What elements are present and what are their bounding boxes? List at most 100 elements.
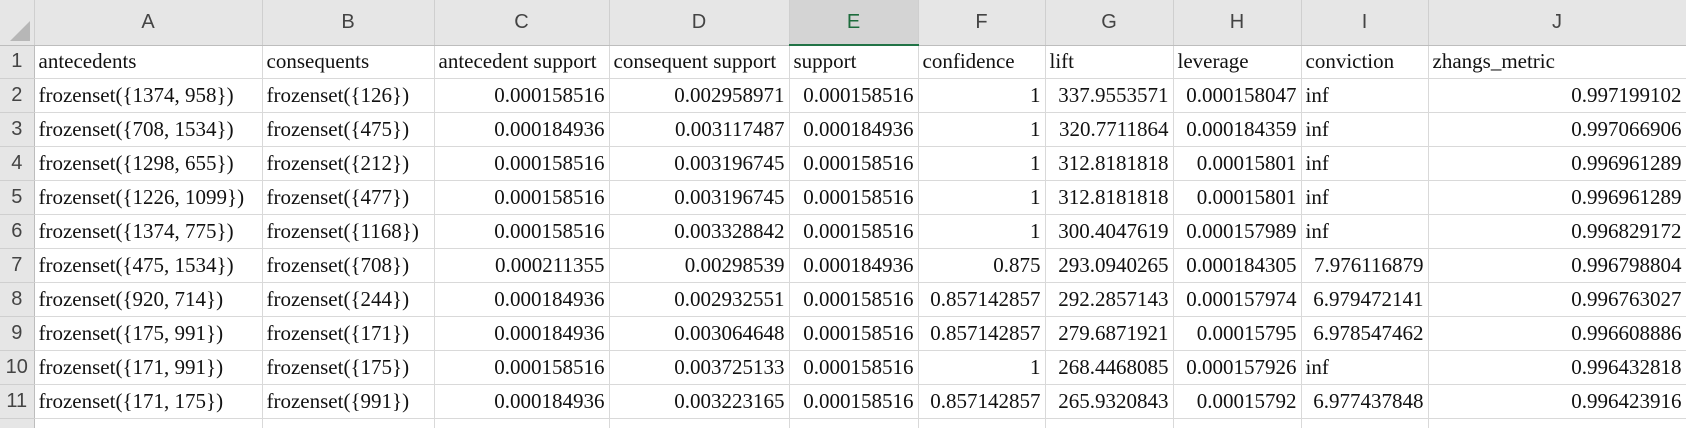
cell-d9[interactable]: 0.003064648 xyxy=(609,316,790,351)
cell-c8[interactable]: 0.000184936 xyxy=(434,282,610,317)
cell-f10[interactable]: 1 xyxy=(918,350,1046,385)
cell-d1[interactable]: consequent support xyxy=(609,45,790,79)
cell-c4[interactable]: 0.000158516 xyxy=(434,146,610,181)
cell-fblank[interactable] xyxy=(918,418,1046,428)
cell-e3[interactable]: 0.000184936 xyxy=(789,112,919,147)
cell-d4[interactable]: 0.003196745 xyxy=(609,146,790,181)
cell-d10[interactable]: 0.003725133 xyxy=(609,350,790,385)
cell-g6[interactable]: 300.4047619 xyxy=(1045,214,1174,249)
cell-i6[interactable]: inf xyxy=(1301,214,1429,249)
cell-a4[interactable]: frozenset({1298, 655}) xyxy=(34,146,263,181)
cell-g3[interactable]: 320.7711864 xyxy=(1045,112,1174,147)
cell-a2[interactable]: frozenset({1374, 958}) xyxy=(34,78,263,113)
cell-i4[interactable]: inf xyxy=(1301,146,1429,181)
cell-a5[interactable]: frozenset({1226, 1099}) xyxy=(34,180,263,215)
cell-e2[interactable]: 0.000158516 xyxy=(789,78,919,113)
row-header[interactable]: 3 xyxy=(0,112,35,147)
cell-j7[interactable]: 0.996798804 xyxy=(1428,248,1686,283)
cell-f1[interactable]: confidence xyxy=(918,45,1046,79)
cell-e6[interactable]: 0.000158516 xyxy=(789,214,919,249)
cell-h8[interactable]: 0.000157974 xyxy=(1173,282,1302,317)
cell-j9[interactable]: 0.996608886 xyxy=(1428,316,1686,351)
cell-i11[interactable]: 6.977437848 xyxy=(1301,384,1429,419)
row-header[interactable]: 6 xyxy=(0,214,35,249)
column-header-g[interactable]: G xyxy=(1045,0,1174,46)
cell-d7[interactable]: 0.00298539 xyxy=(609,248,790,283)
cell-f3[interactable]: 1 xyxy=(918,112,1046,147)
column-header-a[interactable]: A xyxy=(34,0,263,46)
row-header[interactable]: 9 xyxy=(0,316,35,351)
row-header[interactable]: 7 xyxy=(0,248,35,283)
cell-g11[interactable]: 265.9320843 xyxy=(1045,384,1174,419)
column-header-e[interactable]: E xyxy=(789,0,919,46)
cell-c5[interactable]: 0.000158516 xyxy=(434,180,610,215)
cell-d3[interactable]: 0.003117487 xyxy=(609,112,790,147)
row-header[interactable]: 10 xyxy=(0,350,35,385)
cell-f4[interactable]: 1 xyxy=(918,146,1046,181)
cell-f6[interactable]: 1 xyxy=(918,214,1046,249)
cell-bblank[interactable] xyxy=(262,418,435,428)
select-all-corner[interactable] xyxy=(0,0,35,46)
cell-j3[interactable]: 0.997066906 xyxy=(1428,112,1686,147)
cell-f5[interactable]: 1 xyxy=(918,180,1046,215)
cell-a9[interactable]: frozenset({175, 991}) xyxy=(34,316,263,351)
cell-a1[interactable]: antecedents xyxy=(34,45,263,79)
cell-g9[interactable]: 279.6871921 xyxy=(1045,316,1174,351)
cell-iblank[interactable] xyxy=(1301,418,1429,428)
cell-h10[interactable]: 0.000157926 xyxy=(1173,350,1302,385)
column-header-j[interactable]: J xyxy=(1428,0,1686,46)
cell-b4[interactable]: frozenset({212}) xyxy=(262,146,435,181)
cell-j10[interactable]: 0.996432818 xyxy=(1428,350,1686,385)
row-header[interactable]: 2 xyxy=(0,78,35,113)
row-header[interactable]: 4 xyxy=(0,146,35,181)
cell-b5[interactable]: frozenset({477}) xyxy=(262,180,435,215)
cell-j11[interactable]: 0.996423916 xyxy=(1428,384,1686,419)
cell-i1[interactable]: conviction xyxy=(1301,45,1429,79)
row-header[interactable]: 8 xyxy=(0,282,35,317)
cell-b11[interactable]: frozenset({991}) xyxy=(262,384,435,419)
cell-b1[interactable]: consequents xyxy=(262,45,435,79)
cell-h7[interactable]: 0.000184305 xyxy=(1173,248,1302,283)
cell-i5[interactable]: inf xyxy=(1301,180,1429,215)
cell-e5[interactable]: 0.000158516 xyxy=(789,180,919,215)
cell-j6[interactable]: 0.996829172 xyxy=(1428,214,1686,249)
cell-g5[interactable]: 312.8181818 xyxy=(1045,180,1174,215)
cell-c3[interactable]: 0.000184936 xyxy=(434,112,610,147)
cell-b9[interactable]: frozenset({171}) xyxy=(262,316,435,351)
cell-i9[interactable]: 6.978547462 xyxy=(1301,316,1429,351)
column-header-h[interactable]: H xyxy=(1173,0,1302,46)
cell-f7[interactable]: 0.875 xyxy=(918,248,1046,283)
cell-f9[interactable]: 0.857142857 xyxy=(918,316,1046,351)
cell-h9[interactable]: 0.00015795 xyxy=(1173,316,1302,351)
cell-f8[interactable]: 0.857142857 xyxy=(918,282,1046,317)
cell-f11[interactable]: 0.857142857 xyxy=(918,384,1046,419)
cell-j2[interactable]: 0.997199102 xyxy=(1428,78,1686,113)
cell-c9[interactable]: 0.000184936 xyxy=(434,316,610,351)
cell-h4[interactable]: 0.00015801 xyxy=(1173,146,1302,181)
cell-d11[interactable]: 0.003223165 xyxy=(609,384,790,419)
cell-a6[interactable]: frozenset({1374, 775}) xyxy=(34,214,263,249)
cell-e8[interactable]: 0.000158516 xyxy=(789,282,919,317)
row-header[interactable]: 1 xyxy=(0,45,35,79)
column-header-d[interactable]: D xyxy=(609,0,790,46)
row-header[interactable]: 11 xyxy=(0,384,35,419)
cell-f2[interactable]: 1 xyxy=(918,78,1046,113)
cell-c2[interactable]: 0.000158516 xyxy=(434,78,610,113)
cell-dblank[interactable] xyxy=(609,418,790,428)
cell-hblank[interactable] xyxy=(1173,418,1302,428)
cell-a8[interactable]: frozenset({920, 714}) xyxy=(34,282,263,317)
cell-h11[interactable]: 0.00015792 xyxy=(1173,384,1302,419)
cell-g8[interactable]: 292.2857143 xyxy=(1045,282,1174,317)
cell-c1[interactable]: antecedent support xyxy=(434,45,610,79)
cell-g1[interactable]: lift xyxy=(1045,45,1174,79)
cell-d5[interactable]: 0.003196745 xyxy=(609,180,790,215)
cell-j5[interactable]: 0.996961289 xyxy=(1428,180,1686,215)
cell-j4[interactable]: 0.996961289 xyxy=(1428,146,1686,181)
cell-d8[interactable]: 0.002932551 xyxy=(609,282,790,317)
cell-b8[interactable]: frozenset({244}) xyxy=(262,282,435,317)
cell-i3[interactable]: inf xyxy=(1301,112,1429,147)
cell-h2[interactable]: 0.000158047 xyxy=(1173,78,1302,113)
cell-b2[interactable]: frozenset({126}) xyxy=(262,78,435,113)
cell-j8[interactable]: 0.996763027 xyxy=(1428,282,1686,317)
cell-ablank[interactable] xyxy=(34,418,263,428)
